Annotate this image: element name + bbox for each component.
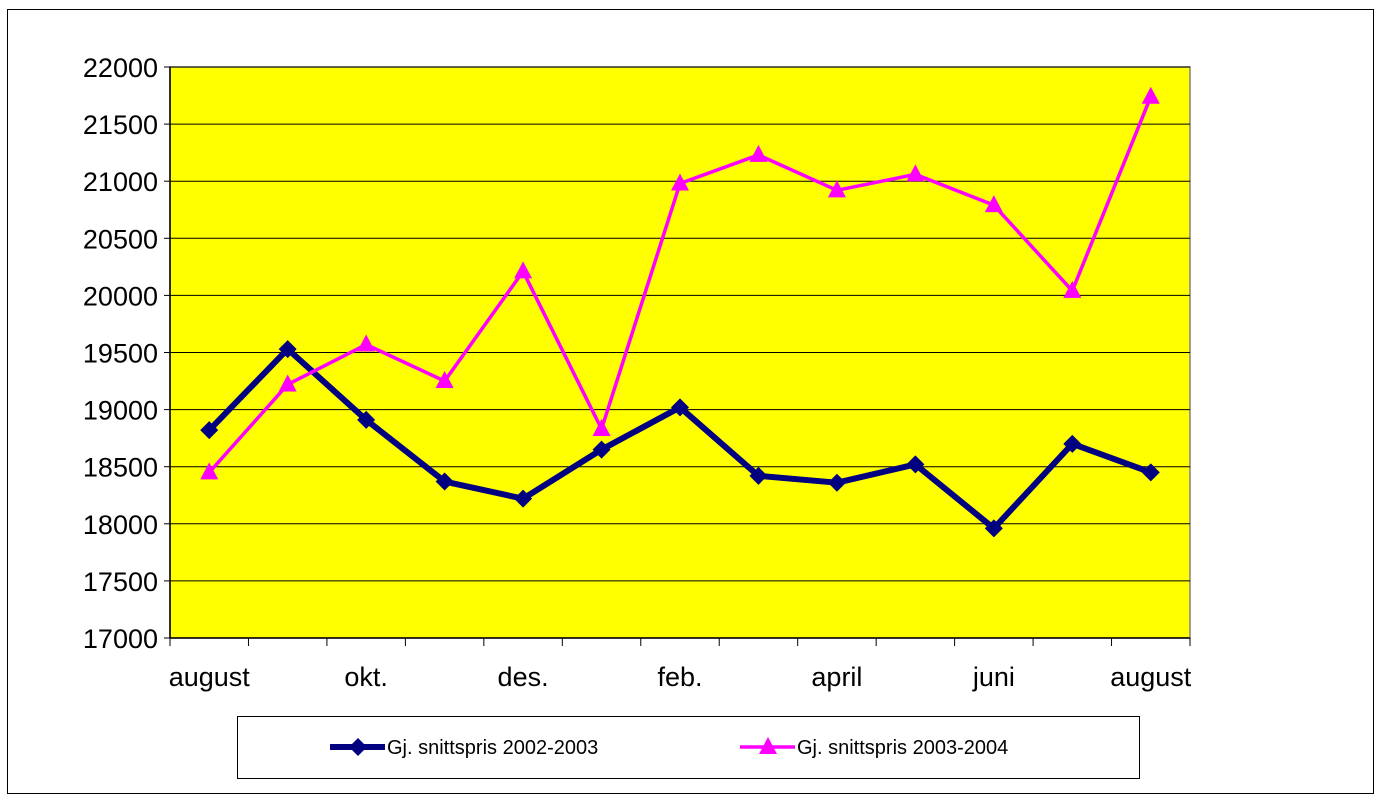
legend-label: Gj. snittspris 2002-2003 <box>387 737 598 759</box>
data-point <box>592 440 611 459</box>
data-point <box>906 164 925 182</box>
x-tick-label: okt. <box>344 662 388 692</box>
y-tick-label: 17000 <box>83 624 158 654</box>
data-point <box>671 398 689 417</box>
y-tick-label: 20500 <box>83 224 158 254</box>
data-point <box>357 410 376 429</box>
data-point <box>906 455 925 474</box>
data-point <box>984 519 1003 538</box>
y-tick-label: 18500 <box>83 453 158 483</box>
data-point <box>200 421 219 440</box>
data-point <box>278 340 297 359</box>
data-point <box>435 371 454 389</box>
data-point <box>514 489 533 508</box>
data-point <box>1141 86 1160 104</box>
y-tick-label: 18000 <box>83 510 158 540</box>
data-point <box>984 195 1003 213</box>
y-tick-label: 19500 <box>83 339 158 369</box>
data-point <box>278 374 297 392</box>
data-point <box>749 466 768 485</box>
x-tick-label: april <box>811 662 862 692</box>
y-tick-label: 21000 <box>83 167 158 197</box>
data-point <box>671 173 689 191</box>
data-point <box>200 462 219 480</box>
y-tick-label: 22000 <box>83 53 158 83</box>
x-tick-label: august <box>169 662 251 692</box>
data-point <box>1063 280 1082 298</box>
y-tick-label: 21500 <box>83 110 158 140</box>
data-point <box>514 261 533 279</box>
data-point <box>749 144 768 162</box>
data-point <box>357 334 376 352</box>
data-point <box>827 473 846 492</box>
y-tick-label: 20000 <box>83 281 158 311</box>
data-point <box>1141 463 1160 482</box>
legend-label: Gj. snittspris 2003-2004 <box>797 737 1008 759</box>
data-point <box>435 472 454 491</box>
y-tick-label: 19000 <box>83 396 158 426</box>
x-tick-label: des. <box>498 662 549 692</box>
data-point <box>592 419 611 437</box>
x-tick-label: juni <box>972 662 1015 692</box>
y-tick-label: 17500 <box>83 567 158 597</box>
data-point <box>827 180 846 198</box>
x-tick-label: feb. <box>657 662 702 692</box>
legend-marker <box>349 738 367 756</box>
data-point <box>1063 434 1082 453</box>
legend-box <box>237 716 1140 779</box>
legend-marker <box>759 737 777 754</box>
x-tick-label: august <box>1110 662 1192 692</box>
